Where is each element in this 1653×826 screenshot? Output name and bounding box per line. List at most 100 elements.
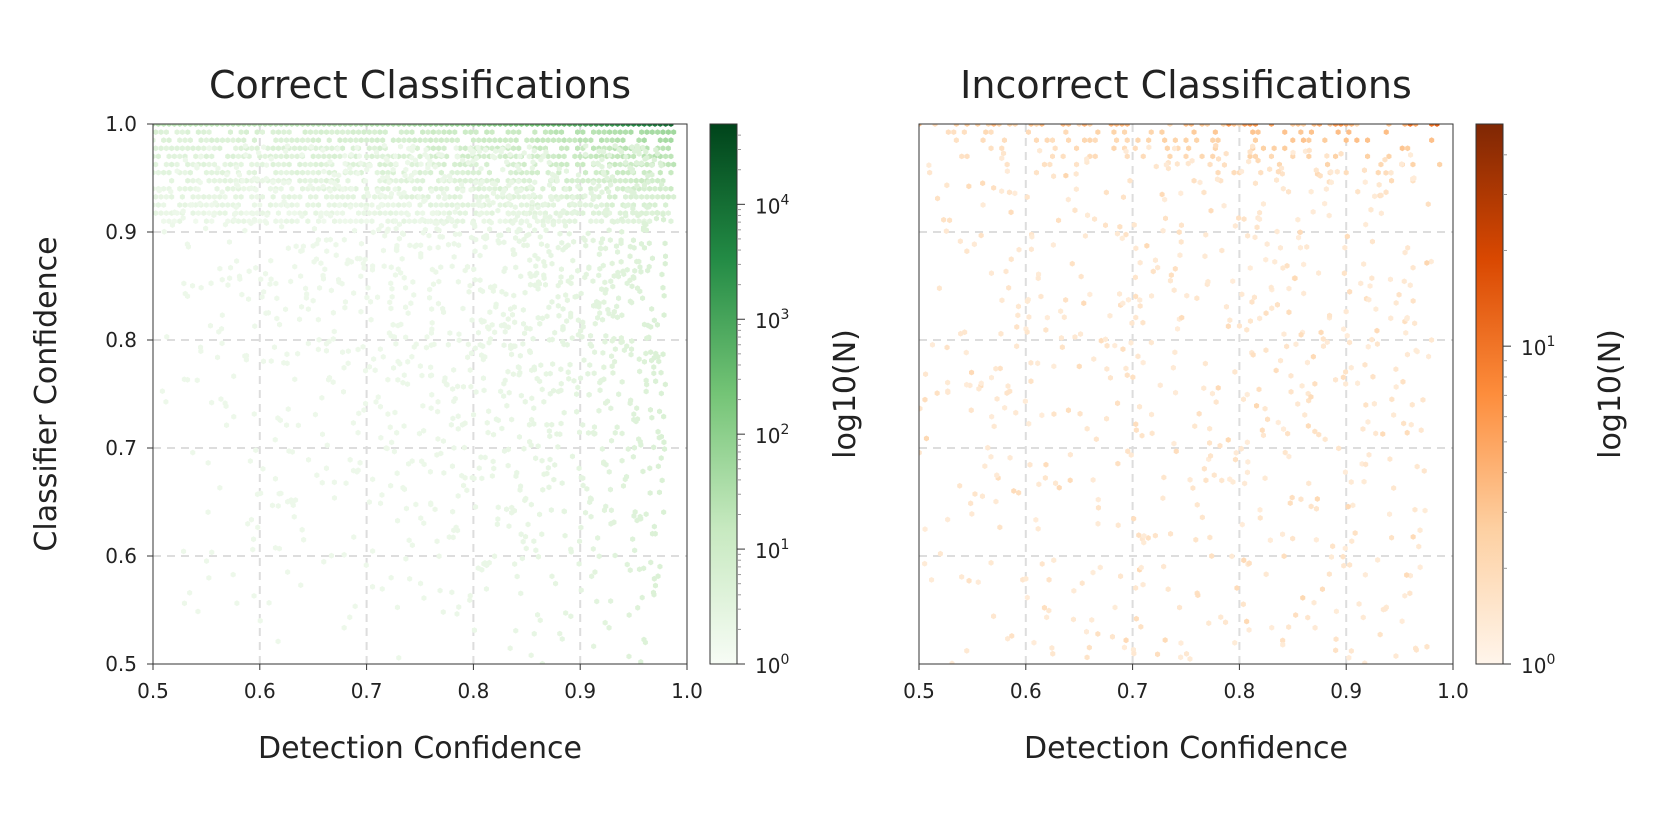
hex-cell xyxy=(958,330,964,337)
colorbar-gradient-correct xyxy=(709,123,738,665)
hex-cell xyxy=(358,240,364,247)
hex-cell xyxy=(1263,256,1269,263)
hex-cell xyxy=(187,169,193,176)
hex-cell xyxy=(455,278,461,285)
hex-cell xyxy=(318,161,324,168)
hex-cell xyxy=(233,194,239,200)
hex-cell xyxy=(663,202,669,208)
hex-cell xyxy=(1133,314,1139,321)
hex-cell xyxy=(190,282,196,289)
hex-cell xyxy=(647,490,653,496)
hex-cell xyxy=(1140,581,1146,588)
hex-cell xyxy=(559,145,565,152)
hex-cell xyxy=(530,192,536,198)
hex-cell xyxy=(1268,153,1274,160)
hex-cell xyxy=(313,194,319,200)
hex-cell xyxy=(1041,604,1047,611)
hex-cell xyxy=(465,153,471,160)
hex-cell xyxy=(1069,260,1075,267)
hex-cell xyxy=(211,212,217,219)
hex-cell xyxy=(1141,533,1147,539)
hex-cell xyxy=(1410,298,1416,304)
hex-cell xyxy=(379,586,385,592)
hex-cell xyxy=(1320,336,1326,342)
hex-cell xyxy=(364,218,370,225)
hex-cell xyxy=(1125,296,1131,303)
hex-cell xyxy=(1108,124,1114,127)
hex-cell xyxy=(460,169,466,176)
hex-cell xyxy=(1148,339,1154,346)
hex-cell xyxy=(438,137,444,144)
hex-cell xyxy=(311,225,317,232)
hex-cell xyxy=(529,199,535,206)
hex-cell xyxy=(1393,653,1399,659)
hex-cell xyxy=(1363,221,1369,228)
hex-cell xyxy=(638,659,644,664)
hex-cell xyxy=(490,288,496,294)
hex-cell xyxy=(380,353,386,360)
hex-cell xyxy=(612,161,618,168)
hex-cell xyxy=(272,436,278,443)
hex-cell xyxy=(257,202,263,208)
hex-cell xyxy=(205,509,211,516)
hex-cell xyxy=(590,278,596,284)
hex-cell xyxy=(1377,631,1383,638)
hex-cell xyxy=(1269,624,1275,631)
hex-cell xyxy=(1421,468,1427,474)
colorbar-tick-label: 101 xyxy=(1521,334,1555,360)
hex-cell xyxy=(563,168,569,174)
hex-cell xyxy=(445,341,451,348)
hex-cell xyxy=(551,185,556,192)
hex-cell xyxy=(441,470,447,476)
hex-cell xyxy=(356,210,362,216)
hex-cell xyxy=(1374,341,1380,347)
hex-cell xyxy=(1087,291,1093,298)
hex-cell xyxy=(548,507,554,513)
hex-cell xyxy=(203,218,209,225)
chart-title-incorrect: Incorrect Classifications xyxy=(960,63,1412,107)
hex-cell xyxy=(248,185,254,192)
hex-cell xyxy=(518,273,524,280)
hex-cell xyxy=(1073,171,1079,177)
hex-cell xyxy=(652,124,658,127)
hex-cell xyxy=(436,278,442,285)
hex-cell xyxy=(659,181,665,188)
colorbar-tick-label: 101 xyxy=(755,537,789,563)
hex-cell xyxy=(504,506,510,513)
hex-cell xyxy=(654,209,660,216)
hex-cell xyxy=(1008,256,1014,263)
hex-cell xyxy=(1260,432,1266,439)
hex-cell xyxy=(275,145,281,152)
hex-cell xyxy=(988,270,994,277)
hex-cell xyxy=(401,486,407,493)
hex-cell xyxy=(547,214,553,220)
hex-cell xyxy=(966,577,972,584)
hex-cell xyxy=(225,185,231,192)
hex-cell xyxy=(452,223,458,229)
hex-cell xyxy=(380,137,386,144)
hex-cell xyxy=(313,177,319,184)
hex-cell xyxy=(476,148,482,155)
hex-cell xyxy=(1009,633,1015,639)
hex-cell xyxy=(156,187,162,194)
hex-cell xyxy=(211,194,217,200)
hex-cell xyxy=(472,248,478,255)
hex-cell xyxy=(1095,504,1101,511)
hex-cell xyxy=(501,448,507,454)
hex-cell xyxy=(1027,461,1033,468)
hex-cell xyxy=(340,194,346,200)
hex-cell xyxy=(637,288,643,295)
hex-cell xyxy=(619,457,625,464)
hex-cell xyxy=(968,500,974,507)
hex-cell xyxy=(982,463,988,470)
hex-cell xyxy=(555,244,561,251)
hex-cell xyxy=(597,265,603,272)
hex-cell xyxy=(510,145,516,152)
hex-cell xyxy=(1413,647,1419,653)
hex-cell xyxy=(392,409,398,416)
hex-cell xyxy=(1260,201,1266,207)
hex-cell xyxy=(531,630,537,637)
hex-cell xyxy=(638,240,644,247)
hex-cell xyxy=(275,129,281,135)
hex-cell xyxy=(440,305,446,312)
